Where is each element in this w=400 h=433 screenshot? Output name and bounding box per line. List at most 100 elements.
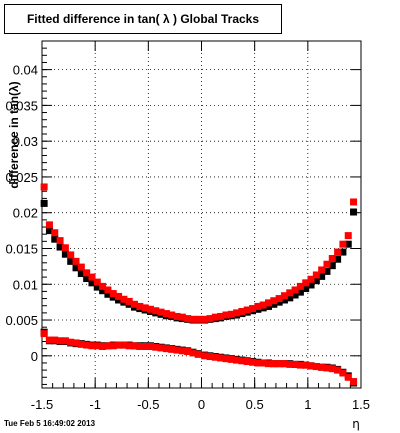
data-point — [173, 312, 181, 320]
data-point — [51, 229, 59, 237]
data-point — [67, 257, 75, 265]
data-point — [83, 269, 91, 277]
data-point — [45, 227, 53, 235]
data-point — [157, 344, 165, 352]
data-markers — [40, 183, 358, 387]
y-tick-label: 0.01 — [13, 277, 38, 292]
data-point — [40, 199, 48, 207]
y-tick-label: 0.005 — [5, 313, 38, 328]
data-point — [344, 240, 352, 248]
data-point — [93, 342, 101, 350]
data-point — [286, 289, 294, 297]
data-point — [56, 337, 64, 345]
data-point — [344, 232, 352, 240]
data-point — [350, 208, 358, 216]
data-point — [136, 302, 144, 310]
data-point — [307, 275, 315, 283]
data-point — [67, 338, 75, 346]
data-point — [178, 347, 186, 355]
data-point — [259, 359, 267, 367]
chart-title: Fitted difference in tan( λ ) Global Tra… — [26, 12, 260, 26]
x-tick-label: -1.5 — [31, 397, 53, 412]
data-point — [61, 337, 69, 345]
data-point — [233, 356, 241, 364]
data-point — [296, 288, 304, 296]
data-point — [104, 286, 112, 294]
data-point — [83, 275, 91, 283]
data-point — [194, 315, 202, 323]
data-point — [264, 299, 272, 307]
data-point — [249, 305, 257, 313]
x-tick-label: -1 — [89, 397, 101, 412]
data-point — [334, 248, 342, 256]
data-point — [291, 360, 299, 368]
data-point — [334, 255, 342, 263]
data-point — [243, 358, 251, 366]
data-point — [45, 336, 53, 344]
title-box: Fitted difference in tan( λ ) Global Tra… — [4, 4, 282, 34]
x-tick-label: -0.5 — [137, 397, 159, 412]
data-point — [184, 348, 192, 356]
data-point — [264, 302, 272, 310]
data-point — [201, 352, 209, 360]
data-point — [93, 278, 101, 286]
data-point — [99, 343, 107, 350]
data-point — [323, 364, 331, 372]
data-point — [334, 366, 342, 374]
data-point — [56, 237, 64, 245]
data-point — [222, 355, 230, 363]
y-tick-label: 0.04 — [13, 63, 38, 78]
data-point — [243, 306, 251, 314]
plot-frame — [41, 40, 362, 389]
data-point — [307, 362, 315, 370]
data-point — [131, 300, 139, 308]
data-point — [328, 255, 336, 262]
data-point — [141, 304, 149, 312]
data-point — [217, 354, 225, 362]
y-axis-label: difference in tan(λ) — [7, 81, 21, 188]
data-point — [168, 311, 176, 319]
data-point — [88, 279, 96, 287]
data-point — [217, 312, 225, 320]
data-point — [115, 341, 123, 349]
data-point — [88, 342, 96, 350]
data-point — [206, 315, 214, 323]
data-point — [125, 297, 133, 305]
data-point — [115, 296, 123, 304]
data-point — [51, 235, 59, 243]
data-point — [67, 251, 75, 259]
data-point — [99, 282, 107, 290]
data-point — [104, 290, 112, 298]
data-point — [286, 360, 294, 368]
data-point — [88, 273, 96, 281]
data-point — [120, 295, 128, 303]
y-tick-labels: 0 0.005 0.01 0.015 0.02 0.025 0.03 0.035 0.04 — [5, 63, 38, 364]
data-point — [339, 240, 347, 248]
data-point — [77, 340, 85, 348]
data-point — [318, 363, 326, 371]
data-point — [168, 345, 176, 353]
data-point — [61, 250, 69, 258]
data-point — [339, 369, 347, 377]
data-point — [40, 330, 48, 338]
data-point — [275, 360, 283, 368]
data-point — [302, 285, 310, 293]
data-point — [109, 290, 117, 298]
data-point — [270, 297, 278, 305]
y-tick-label: 0.015 — [5, 241, 38, 256]
data-point — [227, 310, 235, 318]
data-point — [275, 298, 283, 306]
data-point — [146, 343, 154, 350]
data-point — [173, 346, 181, 354]
data-point — [280, 296, 288, 304]
data-point — [157, 308, 165, 316]
data-point — [254, 302, 262, 310]
data-point — [120, 341, 128, 349]
data-point — [194, 350, 202, 358]
data-point — [152, 307, 160, 315]
data-point — [275, 295, 283, 303]
data-point — [344, 373, 352, 381]
data-point — [264, 360, 272, 368]
data-point — [328, 262, 336, 270]
